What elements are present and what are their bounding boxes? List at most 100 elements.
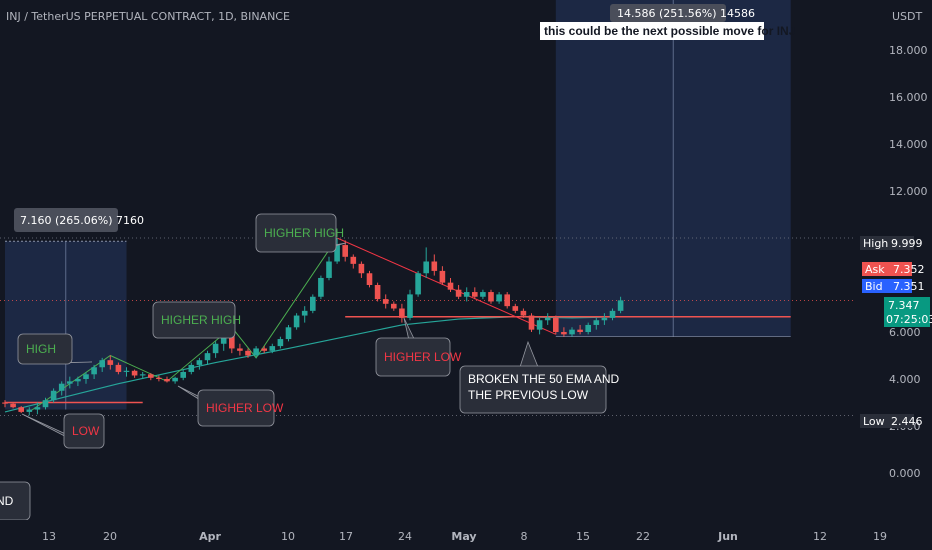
candle-2023-04-17 [342,240,348,262]
high-tag-label-bg [860,236,888,250]
time-tick-17: 17 [339,530,353,543]
candle-2023-04-08 [269,343,276,354]
candle-body [2,402,8,404]
candle-2023-04-13 [310,294,316,314]
candle-2023-03-22 [131,369,138,378]
candle-2023-03-23 [139,371,146,379]
candle-body [67,381,73,384]
annotation-higher-high-2-text: HIGHER HIGH [264,226,344,240]
candle-body [10,403,16,408]
candle-2023-04-26 [415,270,421,297]
callout-box [17,333,73,365]
candle-body [415,273,421,295]
candle-body [480,292,486,297]
price-tick-0.000: 0.000 [889,467,921,480]
candle-2023-03-24 [148,373,154,381]
candle-2023-04-21 [374,282,381,302]
candle-body [229,334,235,349]
candle-2023-03-14 [67,376,73,389]
time-axis [0,520,853,550]
measure-label-2: 14.586 (251.56%) 14586 [617,7,755,20]
candle-body [544,317,551,321]
ask-tag-label: Ask [865,263,885,276]
candle-body [139,374,146,376]
candle-2023-04-27 [423,247,429,278]
candle-body [253,348,259,356]
candle-body [99,360,105,368]
candle-body [423,261,429,274]
candle-2023-05-18 [593,317,600,330]
annotation-higher-low-2-text: HIGHER LOW [384,350,462,364]
annotation-higher-low-2: HIGHER LOW [375,317,462,377]
candle-2023-04-05 [245,348,251,358]
annotation-high: HIGH [17,333,93,365]
annotation-higher-high-1-text: HIGHER HIGH [161,313,241,327]
candle-body [18,407,24,412]
candle-body [318,277,324,297]
candle-2023-05-01 [455,285,462,300]
candle-body [439,270,446,283]
candle-body [220,334,227,344]
candle-2023-03-15 [75,376,81,387]
candle-2023-03-09 [26,407,33,416]
annotation-partial-left-text: AND [0,494,14,508]
bid-tag: Bid 7.351 [862,279,925,293]
candle-body [472,292,478,297]
low-tag-label-bg [860,414,888,428]
candle-2023-04-18 [350,254,357,269]
candle-body [237,348,243,351]
candle-2023-03-17 [91,364,97,379]
candle-body [245,350,251,356]
candle-body [569,329,575,335]
annotation-higher-high-2: HIGHER HIGH [255,213,347,253]
callout-box [375,337,451,377]
candle-body [520,310,527,316]
candle-body [617,300,624,311]
next-move-label: this could be the next possible move for… [544,24,795,38]
ask-tag-value: 7.352 [893,263,925,276]
candle-2023-04-10 [285,324,292,342]
candle-2023-03-11 [42,397,49,410]
candle-body [310,296,316,311]
candle-body [180,371,186,378]
candle-2023-04-28 [431,254,438,276]
candle-2023-03-28 [180,369,186,381]
candle-body [399,308,405,318]
price-tick-6.000: 6.000 [889,326,921,339]
candles [2,238,624,416]
candle-2023-05-14 [561,327,567,337]
annotation-higher-low-1: HIGHER LOW [177,385,284,427]
callout-box [197,389,275,427]
candle-2023-05-10 [528,313,535,332]
candle-body [261,348,267,351]
candle-2023-03-21 [123,367,130,377]
candle-body [553,317,559,332]
candle-2023-03-30 [196,357,203,370]
candle-body [585,324,591,332]
candle-body [342,245,348,257]
candle-2023-04-22 [382,294,389,309]
time-tick-May: May [451,530,476,543]
time-tick-13: 13 [42,530,56,543]
candle-2023-05-05 [488,289,494,304]
time-tick-19: 19 [873,530,887,543]
candle-2023-03-31 [204,350,211,365]
price-tick-16.000: 16.000 [889,91,928,104]
candle-body [123,370,130,372]
candle-body [601,317,608,321]
candle-2023-05-11 [536,317,543,335]
candle-2023-04-09 [277,336,284,349]
candle-2023-05-06 [496,292,502,304]
candle-2023-03-29 [188,362,195,375]
candle-2023-03-08 [18,406,24,414]
price-tick-18.000: 18.000 [889,44,928,57]
candle-body [334,245,340,262]
candle-body [50,390,57,401]
candle-2023-05-13 [553,315,559,335]
candle-body [204,353,211,361]
candle-body [374,285,381,300]
candle-body [593,320,600,325]
candle-body [91,367,97,375]
